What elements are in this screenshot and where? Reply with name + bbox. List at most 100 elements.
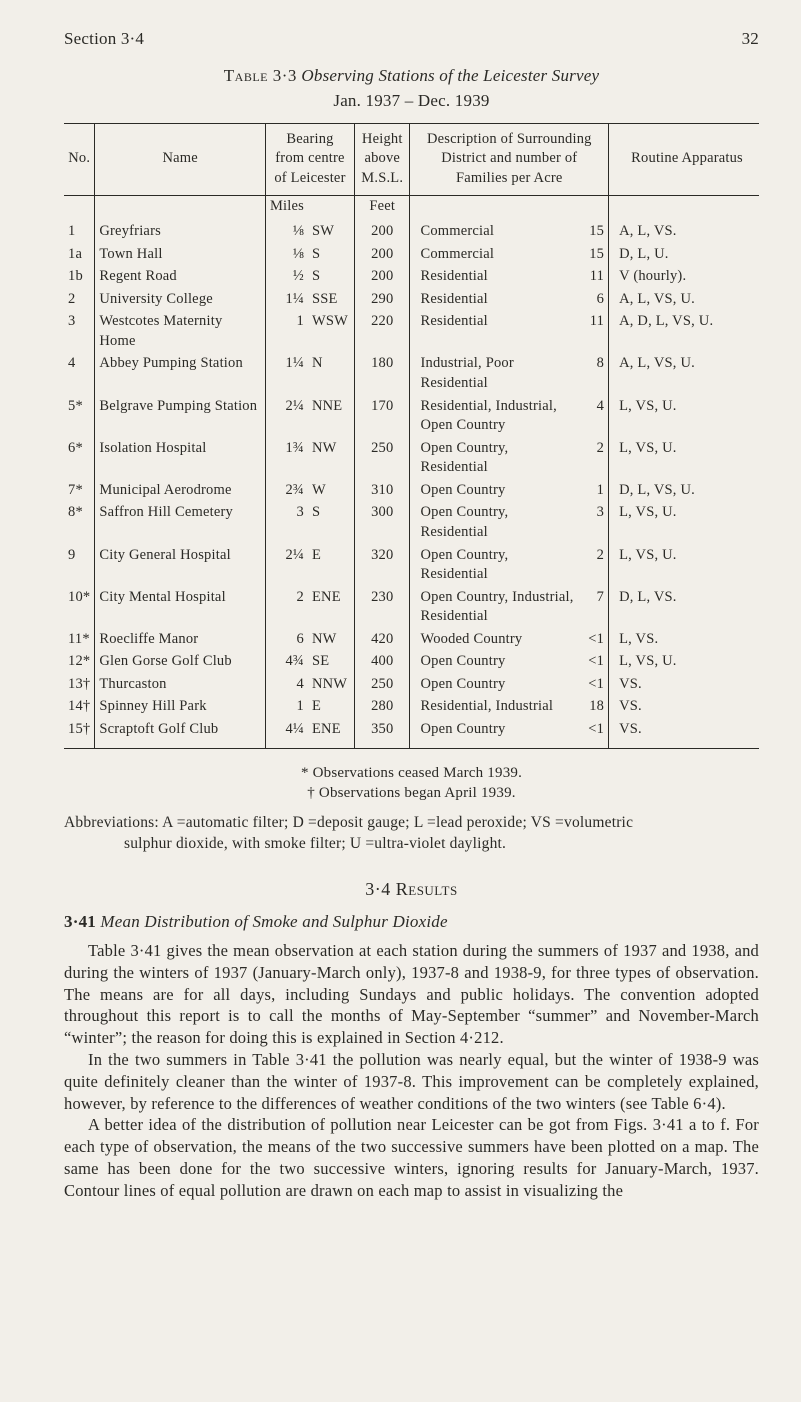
cell-dist: 6 [265,628,306,651]
cell-no: 15† [64,719,95,749]
cell-desc: Residential [410,266,581,289]
cell-dist: ⅛ [265,243,306,266]
cell-no: 12* [64,651,95,674]
cell-desc: Residential, Industrial, Open Country [410,395,581,437]
cell-dir: SSE [306,288,355,311]
cell-hgt: 250 [355,437,410,479]
cell-dnum: <1 [581,651,609,674]
results-subheading: 3·41 Mean Distribution of Smoke and Sulp… [64,911,759,934]
cell-rout: VS. [609,719,759,749]
unit-miles: Miles [265,195,306,221]
cell-dist: 1¾ [265,437,306,479]
cell-hgt: 320 [355,544,410,586]
cell-desc: Residential [410,311,581,353]
cell-dir: S [306,266,355,289]
col-height: Height above M.S.L. [355,123,410,195]
table-row: 8*Saffron Hill Cemetery3S300Open Country… [64,502,759,544]
cell-dir: S [306,502,355,544]
cell-dnum: 2 [581,544,609,586]
cell-dist: 4 [265,673,306,696]
cell-desc: Residential, Industrial [410,696,581,719]
running-head: Section 3·4 32 [64,28,759,51]
cell-desc: Open Country, Residential [410,502,581,544]
cell-hgt: 400 [355,651,410,674]
cell-desc: Open Country [410,673,581,696]
subhead-text: Mean Distribution of Smoke and Sulphur D… [96,912,448,931]
cell-dir: N [306,353,355,395]
table-row: 15†Scraptoft Golf Club4¼ENE350Open Count… [64,719,759,749]
cell-hgt: 230 [355,586,410,628]
cell-dnum: <1 [581,719,609,749]
cell-dir: W [306,479,355,502]
cell-no: 1b [64,266,95,289]
table-row: 10*City Mental Hospital2ENE230Open Count… [64,586,759,628]
cell-no: 8* [64,502,95,544]
cell-desc: Open Country, Residential [410,437,581,479]
cell-name: Town Hall [95,243,266,266]
cell-dir: ENE [306,586,355,628]
cell-name: Glen Gorse Golf Club [95,651,266,674]
table-row: 2University College1¼SSE290Residential6A… [64,288,759,311]
cell-hgt: 310 [355,479,410,502]
table-row: 11*Roecliffe Manor6NW420Wooded Country<1… [64,628,759,651]
cell-dnum: 1 [581,479,609,502]
cell-no: 9 [64,544,95,586]
cell-dir: WSW [306,311,355,353]
page-number: 32 [742,28,759,51]
cell-hgt: 250 [355,673,410,696]
cell-desc: Open Country [410,479,581,502]
col-routine: Routine Apparatus [609,123,759,195]
cell-hgt: 220 [355,311,410,353]
units-row: Miles Feet [64,195,759,221]
cell-hgt: 200 [355,243,410,266]
cell-hgt: 280 [355,696,410,719]
cell-dnum: 6 [581,288,609,311]
cell-rout: D, L, VS. [609,586,759,628]
cell-dnum: 2 [581,437,609,479]
cell-dnum: 3 [581,502,609,544]
cell-dist: 2¾ [265,479,306,502]
cell-rout: A, L, VS, U. [609,288,759,311]
cell-desc: Industrial, Poor Residential [410,353,581,395]
cell-name: Isolation Hospital [95,437,266,479]
unit-feet: Feet [355,195,410,221]
table-row: 9City General Hospital2¼E320Open Country… [64,544,759,586]
table-row: 1aTown Hall⅛S200Commercial15D, L, U. [64,243,759,266]
col-no: No. [64,123,95,195]
cell-dir: SE [306,651,355,674]
cell-no: 13† [64,673,95,696]
cell-name: Municipal Aerodrome [95,479,266,502]
cell-no: 6* [64,437,95,479]
cell-dist: 2¼ [265,395,306,437]
cell-name: Thurcaston [95,673,266,696]
cell-rout: A, D, L, VS, U. [609,311,759,353]
cell-dnum: 11 [581,311,609,353]
table-title-text: Observing Stations of the Leicester Surv… [297,66,599,85]
cell-name: Regent Road [95,266,266,289]
cell-dnum: 11 [581,266,609,289]
cell-name: Spinney Hill Park [95,696,266,719]
table-subtitle: Jan. 1937 – Dec. 1939 [64,90,759,113]
table-row: 6*Isolation Hospital1¾NW250Open Country,… [64,437,759,479]
cell-no: 4 [64,353,95,395]
cell-name: Scraptoft Golf Club [95,719,266,749]
body-para-1: Table 3·41 gives the mean observation at… [64,940,759,1049]
cell-rout: L, VS. [609,628,759,651]
body-para-2: In the two summers in Table 3·41 the pol… [64,1049,759,1114]
cell-dir: NNW [306,673,355,696]
cell-desc: Open Country [410,719,581,749]
abbrev-line1: Abbreviations: A =automatic filter; D =d… [64,814,633,831]
abbrev-line2: sulphur dioxide, with smoke filter; U =u… [64,834,759,855]
footnote-dagger: † Observations began April 1939. [64,783,759,803]
cell-dist: 4¾ [265,651,306,674]
cell-dist: 1 [265,696,306,719]
cell-name: Greyfriars [95,221,266,244]
cell-dir: NW [306,628,355,651]
cell-name: Saffron Hill Cemetery [95,502,266,544]
table-row: 1bRegent Road½S200Residential11V (hourly… [64,266,759,289]
cell-name: Roecliffe Manor [95,628,266,651]
cell-rout: L, VS, U. [609,651,759,674]
cell-desc: Open Country [410,651,581,674]
page: Section 3·4 32 Table 3·3 Observing Stati… [0,0,801,1402]
cell-rout: A, L, VS. [609,221,759,244]
